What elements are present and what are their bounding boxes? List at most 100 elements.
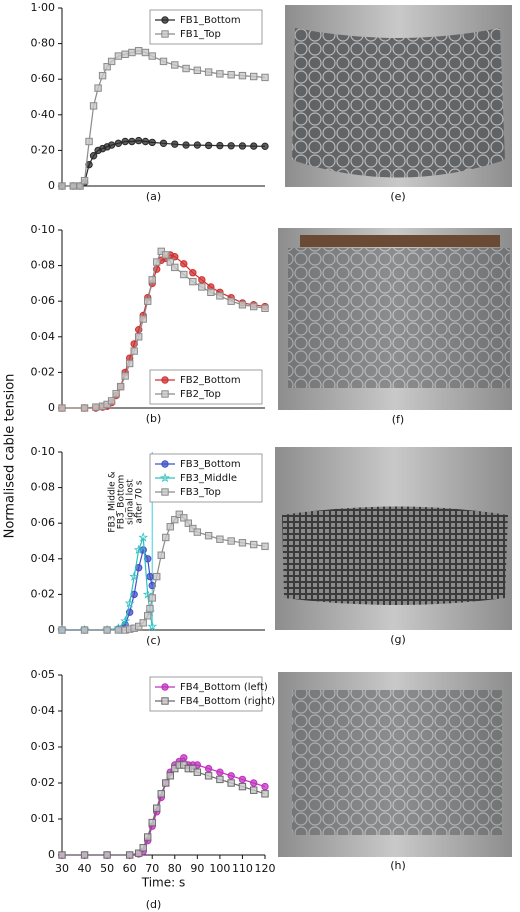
data-point	[76, 182, 84, 190]
photo-label: (e)	[390, 190, 405, 203]
data-point	[166, 772, 174, 780]
legend-label: FB3_Middle	[180, 473, 237, 484]
data-point	[133, 544, 144, 555]
data-point	[148, 276, 156, 284]
data-point	[216, 292, 224, 300]
y-tick-label: 0·01	[31, 812, 56, 825]
y-tick-label: 0·03	[31, 740, 56, 753]
data-point	[107, 397, 116, 405]
legend-marker	[161, 30, 169, 38]
data-point	[216, 768, 224, 776]
data-point	[227, 142, 235, 150]
data-point	[216, 141, 224, 150]
data-point	[250, 786, 258, 794]
data-point	[153, 804, 161, 812]
data-point	[144, 612, 152, 620]
data-point	[216, 775, 224, 784]
data-point	[114, 52, 123, 60]
data-point	[89, 152, 98, 160]
data-point	[250, 72, 258, 81]
data-point	[216, 70, 224, 78]
data-point	[146, 572, 154, 581]
legend-label: FB2_Bottom	[180, 375, 241, 386]
data-point	[162, 533, 170, 542]
y-tick-label: 1·00	[31, 1, 56, 14]
data-point	[204, 141, 213, 150]
data-point	[171, 61, 179, 69]
data-point	[125, 851, 134, 859]
data-point	[204, 531, 213, 540]
photo-f	[278, 228, 512, 410]
data-point	[153, 572, 161, 581]
data-point	[204, 68, 213, 76]
data-point	[162, 251, 170, 259]
y-tick-label: 0·02	[31, 365, 56, 378]
data-point	[85, 137, 93, 146]
data-point	[107, 57, 116, 66]
y-tick-label: 0·10	[31, 445, 56, 458]
y-tick-label: 0·02	[31, 587, 56, 600]
data-point	[162, 779, 170, 787]
data-point	[121, 137, 129, 146]
y-tick-label: 0·08	[31, 259, 56, 272]
data-point	[112, 390, 120, 398]
x-tick-label: 70	[145, 862, 159, 875]
legend-label: FB3_Bottom	[180, 459, 241, 470]
x-tick-label: 100	[209, 862, 230, 875]
data-point	[107, 141, 116, 149]
data-point	[58, 182, 66, 190]
legend-marker	[161, 390, 169, 398]
data-point	[147, 621, 158, 631]
data-point	[204, 764, 213, 773]
legend-label: FB3_Top	[180, 487, 221, 498]
data-point	[114, 626, 123, 634]
y-tick-label: 0·80	[31, 37, 56, 50]
data-point	[92, 403, 100, 411]
data-point	[238, 775, 247, 784]
data-point	[139, 315, 147, 323]
data-point	[58, 851, 66, 859]
data-point	[166, 258, 174, 266]
data-point	[121, 372, 129, 380]
data-point	[184, 519, 193, 527]
data-point	[198, 276, 206, 284]
data-point	[261, 782, 269, 791]
y-tick-label: 0	[48, 179, 55, 192]
data-point	[227, 779, 235, 787]
legend-label: FB4_Bottom (right)	[180, 696, 275, 707]
data-point	[80, 404, 89, 412]
chart-caption: (a)	[146, 190, 161, 203]
data-point	[227, 537, 235, 545]
y-axis-label: Normalised cable tension	[3, 374, 18, 539]
data-point	[80, 176, 89, 185]
y-tick-label: 0	[48, 848, 55, 861]
data-point	[139, 844, 147, 852]
data-point	[157, 551, 165, 559]
series-line	[62, 513, 266, 631]
data-point	[89, 102, 98, 110]
data-point	[58, 626, 66, 634]
y-tick-label: 0	[48, 623, 55, 636]
data-point	[130, 347, 138, 355]
y-tick-label: 0·05	[31, 668, 56, 681]
data-point	[193, 66, 202, 74]
series-line	[62, 764, 266, 856]
data-point	[227, 772, 235, 780]
x-tick-label: 80	[168, 862, 182, 875]
data-point	[125, 359, 134, 368]
data-point	[238, 782, 247, 791]
data-point	[134, 849, 143, 857]
photo-label: (h)	[390, 859, 406, 872]
legend-marker	[161, 683, 169, 691]
legend-label: FB1_Top	[180, 29, 221, 40]
legend-box	[149, 9, 263, 45]
annotation: FB3_Bottom	[117, 475, 127, 530]
y-tick-label: 0·04	[31, 330, 56, 343]
data-point	[227, 71, 235, 79]
data-point	[134, 47, 143, 55]
photo-label: (g)	[390, 633, 406, 646]
data-point	[180, 754, 188, 762]
y-tick-label: 0·04	[31, 552, 56, 565]
data-point	[193, 141, 202, 149]
data-point	[139, 619, 147, 627]
